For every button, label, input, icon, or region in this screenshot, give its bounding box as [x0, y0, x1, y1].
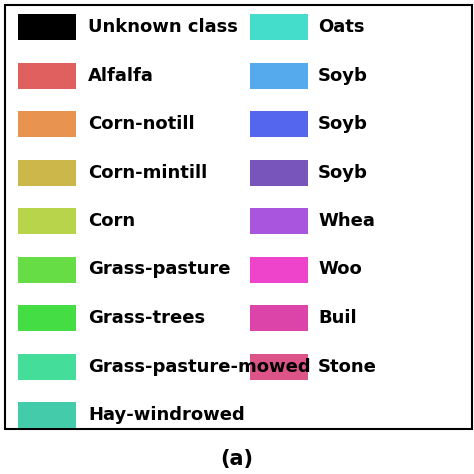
Bar	[250, 159, 308, 185]
Text: Grass-pasture: Grass-pasture	[88, 261, 230, 279]
Bar	[18, 402, 76, 428]
Text: Corn: Corn	[88, 212, 135, 230]
Text: Unknown class: Unknown class	[88, 18, 238, 36]
Text: Soyb: Soyb	[318, 164, 368, 182]
Text: Grass-pasture-mowed: Grass-pasture-mowed	[88, 357, 310, 375]
Text: Stone: Stone	[318, 357, 377, 375]
Bar	[250, 354, 308, 380]
Text: Soyb: Soyb	[318, 115, 368, 133]
Bar	[250, 63, 308, 89]
Text: Buil: Buil	[318, 309, 356, 327]
Bar	[5, 5, 472, 429]
Bar	[18, 14, 76, 40]
Text: (a): (a)	[220, 449, 254, 469]
Bar	[250, 305, 308, 331]
Bar	[250, 208, 308, 234]
Text: Whea: Whea	[318, 212, 375, 230]
Text: Grass-trees: Grass-trees	[88, 309, 205, 327]
Bar	[18, 208, 76, 234]
Bar	[18, 111, 76, 137]
Bar	[18, 305, 76, 331]
Bar	[250, 111, 308, 137]
Bar	[18, 159, 76, 185]
Bar	[18, 63, 76, 89]
Text: Corn-mintill: Corn-mintill	[88, 164, 207, 182]
Text: Hay-windrowed: Hay-windrowed	[88, 406, 245, 424]
Bar	[18, 256, 76, 283]
Text: Oats: Oats	[318, 18, 365, 36]
Text: Corn-notill: Corn-notill	[88, 115, 195, 133]
Text: Alfalfa: Alfalfa	[88, 66, 154, 84]
Text: Soyb: Soyb	[318, 66, 368, 84]
Bar	[250, 256, 308, 283]
Text: Woo: Woo	[318, 261, 362, 279]
Bar	[250, 14, 308, 40]
Bar	[18, 354, 76, 380]
